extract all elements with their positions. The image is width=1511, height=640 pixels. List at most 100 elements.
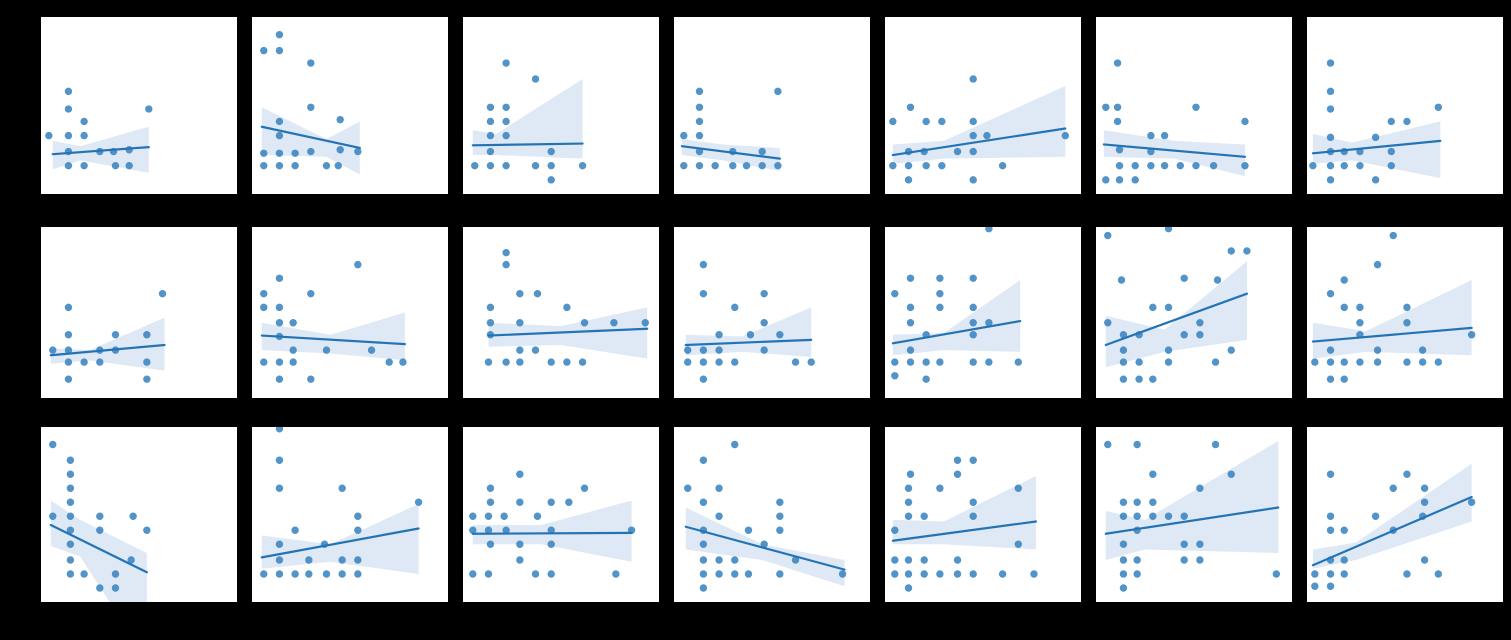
data-point — [49, 440, 57, 449]
data-point — [906, 346, 915, 354]
data-point — [906, 358, 915, 366]
data-point — [953, 470, 962, 478]
data-point — [502, 260, 510, 269]
data-point — [715, 331, 723, 339]
data-point — [1133, 440, 1141, 449]
data-point — [695, 131, 704, 140]
data-point — [1467, 498, 1476, 506]
data-point — [1119, 331, 1128, 339]
scatter-regression-plot — [680, 87, 782, 171]
data-point — [471, 161, 479, 170]
data-point — [699, 346, 708, 354]
data-point — [1326, 176, 1335, 184]
data-point — [307, 289, 315, 298]
data-point — [1227, 247, 1235, 255]
data-point — [906, 274, 915, 282]
data-point — [64, 358, 73, 366]
data-point — [275, 149, 284, 157]
confidence-band — [50, 317, 165, 371]
data-point — [1371, 512, 1380, 520]
scatter-regression-plot — [49, 440, 151, 602]
data-point — [1326, 161, 1335, 170]
data-point — [1326, 105, 1335, 113]
data-point — [260, 303, 268, 312]
data-point — [486, 161, 495, 170]
data-point — [64, 161, 73, 170]
facet-r0-c2 — [463, 17, 659, 194]
data-point — [1311, 358, 1319, 366]
data-point — [1356, 161, 1364, 170]
data-point — [891, 358, 899, 366]
data-point — [969, 131, 977, 140]
data-point — [776, 512, 784, 520]
facet-r0-c0 — [41, 17, 237, 194]
data-point — [66, 512, 75, 520]
data-point — [469, 512, 477, 520]
data-point — [66, 570, 75, 578]
scatter-regression-plot — [260, 31, 362, 175]
scatter-regression-plot — [260, 260, 407, 383]
data-point — [1149, 470, 1157, 478]
data-point — [547, 176, 555, 184]
data-point — [66, 540, 75, 548]
data-point — [891, 526, 899, 534]
confidence-band — [1105, 261, 1247, 368]
data-point — [1180, 540, 1188, 548]
data-point — [275, 117, 284, 126]
data-point — [774, 87, 782, 96]
data-point — [275, 540, 284, 548]
data-point — [715, 358, 723, 366]
data-point — [1149, 512, 1157, 520]
data-point — [1113, 59, 1122, 67]
confidence-band — [1312, 280, 1472, 359]
data-point — [969, 274, 977, 282]
data-point — [1403, 319, 1411, 327]
data-point — [275, 31, 284, 39]
confidence-band — [892, 86, 1066, 164]
regression-line — [51, 145, 150, 156]
data-point — [291, 570, 299, 578]
scatter-regression-plot — [684, 260, 815, 383]
data-point — [1356, 303, 1364, 312]
data-point — [969, 75, 977, 83]
data-point — [578, 161, 587, 170]
data-point — [307, 375, 315, 383]
regression-line — [1102, 143, 1247, 158]
data-point — [96, 526, 104, 534]
data-point — [322, 346, 331, 354]
data-point — [1211, 358, 1220, 366]
data-point — [1192, 103, 1200, 111]
facet-r2-c1 — [252, 427, 448, 602]
confidence-band — [1103, 130, 1245, 177]
data-point — [399, 358, 407, 366]
data-point — [983, 131, 991, 140]
data-point — [1371, 133, 1380, 142]
data-point — [516, 358, 524, 366]
data-point — [1133, 570, 1141, 578]
data-point — [1340, 556, 1348, 564]
data-point — [1403, 470, 1411, 478]
data-point — [695, 117, 704, 126]
data-point — [1014, 484, 1022, 492]
data-point — [354, 526, 362, 534]
data-point — [502, 161, 510, 170]
data-point — [1418, 358, 1427, 366]
data-point — [920, 570, 928, 578]
data-point — [1403, 570, 1411, 578]
data-point — [516, 540, 524, 548]
data-point — [904, 484, 913, 492]
data-point — [906, 303, 915, 312]
data-point — [414, 498, 423, 506]
data-point — [1176, 161, 1184, 170]
data-point — [699, 375, 708, 383]
data-point — [1326, 358, 1335, 366]
regression-line — [260, 527, 420, 559]
data-point — [1340, 526, 1348, 534]
confidence-band — [1312, 463, 1472, 569]
data-point — [354, 570, 362, 578]
regression-line — [680, 145, 781, 160]
data-point — [291, 161, 299, 170]
data-point — [922, 117, 930, 126]
data-point — [111, 584, 120, 592]
data-point — [291, 526, 299, 534]
